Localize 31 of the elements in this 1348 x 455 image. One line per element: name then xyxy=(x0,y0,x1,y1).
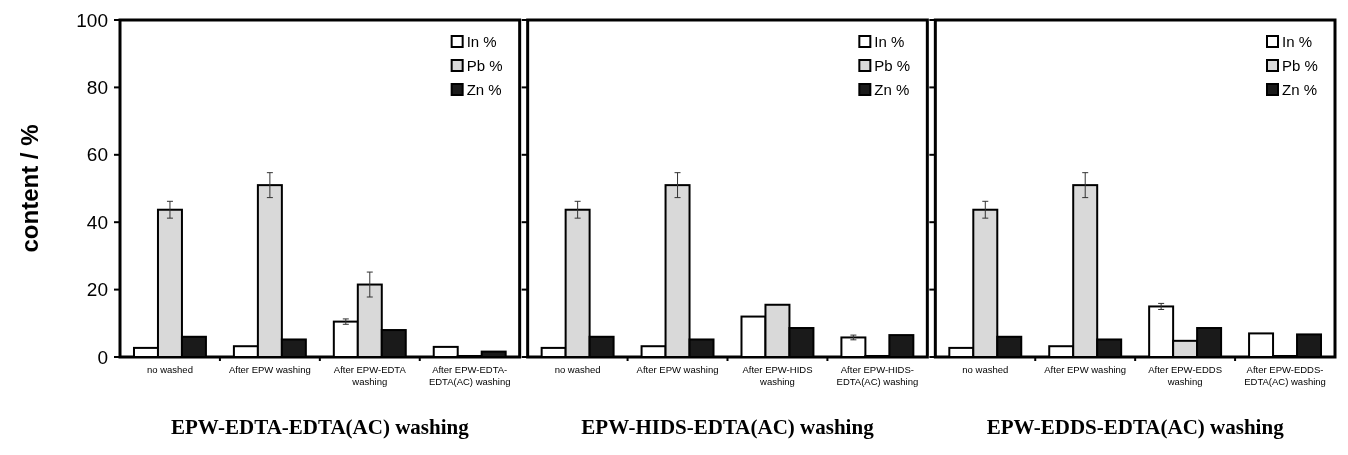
x-tick-label: After EPW-EDDS washing xyxy=(1148,364,1222,387)
legend-label: In % xyxy=(1282,33,1313,51)
legend-label: Zn % xyxy=(1282,81,1318,99)
x-tick-label: After EPW-HIDS-EDTA(AC) washing xyxy=(836,364,919,387)
y-tick-label: 100 xyxy=(76,9,108,31)
legend-label: Zn % xyxy=(874,81,910,99)
x-axis-title: EPW-EDTA-EDTA(AC) washing xyxy=(170,415,470,439)
x-tick-label: no washed xyxy=(962,364,1009,375)
x-tick-label: no washed xyxy=(554,364,601,375)
legend-label: In % xyxy=(874,33,905,51)
legend-label: Pb % xyxy=(874,57,911,75)
x-axis-title: EPW-EDDS-EDTA(AC) washing xyxy=(986,415,1285,439)
legend-label: Zn % xyxy=(466,81,502,99)
x-tick-label: After EPW-EDTA-EDTA(AC) washing xyxy=(428,364,511,387)
x-tick-label: After EPW washing xyxy=(636,364,719,375)
y-tick-label: 80 xyxy=(86,77,108,99)
y-tick-label: 40 xyxy=(86,211,108,233)
y-tick-label: 0 xyxy=(97,346,108,368)
x-axis-title: EPW-HIDS-EDTA(AC) washing xyxy=(581,415,875,439)
x-tick-label: After EPW washing xyxy=(1044,364,1127,375)
x-tick-label: After EPW-EDDS-EDTA(AC) washing xyxy=(1244,364,1326,387)
y-tick-label: 20 xyxy=(86,279,108,301)
y-tick-label: 60 xyxy=(86,144,108,166)
legend-label: In % xyxy=(466,33,497,51)
x-tick-label: After EPW-HIDS washing xyxy=(742,364,813,387)
x-tick-label: After EPW-EDTA washing xyxy=(333,364,407,387)
y-axis-title: content / % xyxy=(16,124,43,253)
x-tick-label: After EPW washing xyxy=(228,364,311,375)
legend-label: Pb % xyxy=(1282,57,1318,75)
x-tick-label: no washed xyxy=(146,364,193,375)
legend-label: Pb % xyxy=(466,57,503,75)
